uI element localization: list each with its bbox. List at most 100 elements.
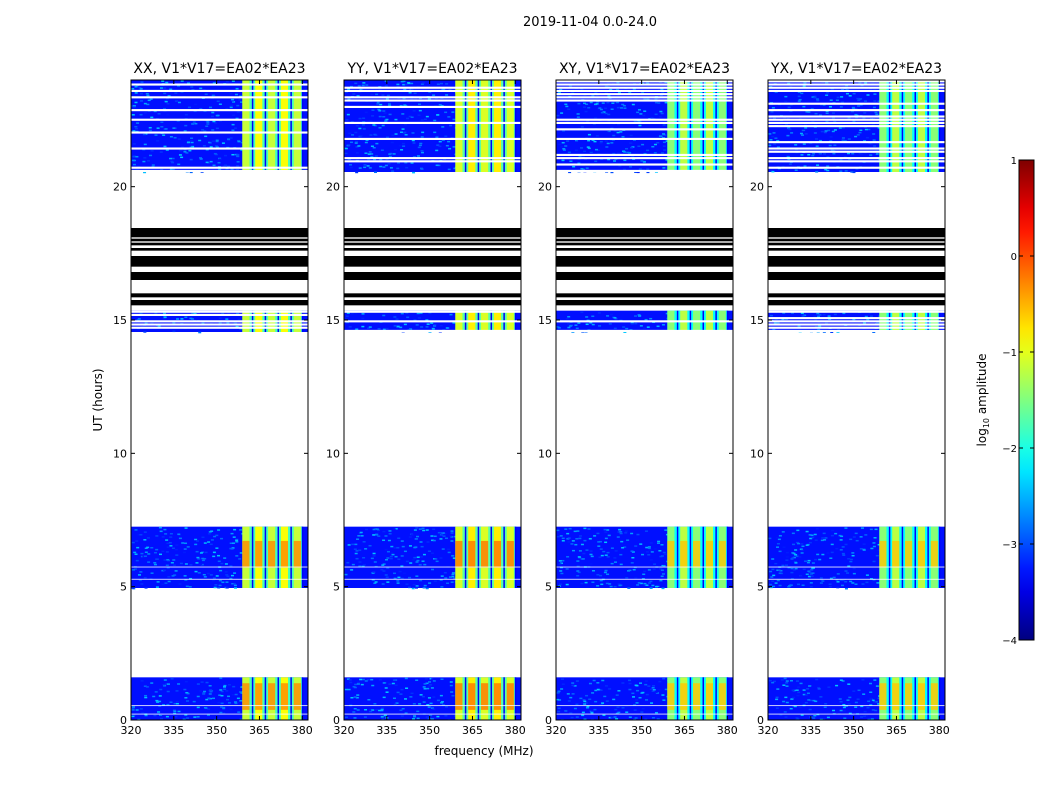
noise-pixel [856,134,860,136]
noise-pixel [193,312,197,315]
noise-pixel [212,120,216,123]
noise-pixel [372,534,376,536]
rfi-hotspot [680,683,688,710]
noise-pixel [450,540,454,542]
noise-pixel [647,546,651,548]
noise-pixel [237,139,241,142]
y-tick-label: 15 [326,314,340,327]
noise-pixel [209,146,213,148]
noise-pixel [165,715,169,718]
noise-pixel [786,156,790,158]
noise-pixel [817,686,821,689]
noise-pixel [173,712,177,715]
noise-pixel [828,583,832,586]
noise-pixel [433,580,437,582]
noise-pixel [844,543,848,546]
noise-pixel [575,703,579,706]
noise-pixel [568,85,572,87]
noise-pixel [640,692,644,694]
noise-pixel [846,699,850,701]
noise-pixel [369,120,373,122]
noise-pixel [422,701,426,703]
noise-pixel [657,102,661,104]
noise-pixel [363,716,367,718]
noise-pixel [607,534,611,537]
noise-pixel [344,146,348,149]
noise-pixel [195,550,199,553]
noise-pixel [350,696,354,699]
noise-pixel [185,692,189,694]
noise-pixel [137,718,141,720]
noise-pixel [818,558,822,561]
noise-pixel [585,694,589,697]
flagged-band [131,293,308,298]
noise-pixel [346,312,350,314]
noise-pixel [404,123,408,126]
noise-pixel [450,536,454,538]
noise-pixel [839,549,843,551]
noise-pixel [804,127,808,129]
noise-pixel [797,686,801,688]
noise-pixel [384,85,388,87]
noise-pixel [833,129,837,131]
noise-pixel [176,318,180,320]
noise-pixel [869,315,873,318]
noise-pixel [784,100,788,103]
noise-pixel [420,168,424,170]
noise-pixel [419,579,423,582]
noise-pixel [580,147,584,149]
noise-pixel [585,707,589,709]
noise-pixel [374,134,378,136]
channel-gap [301,80,304,172]
noise-pixel [447,140,451,143]
noise-pixel [375,93,379,96]
noise-pixel [613,716,617,718]
noise-pixel [661,587,665,590]
x-tick-label: 335 [163,724,184,737]
noise-pixel [432,539,436,542]
noise-pixel [558,560,562,562]
noise-pixel [625,147,629,150]
noise-pixel [623,546,627,548]
noise-pixel [653,143,657,146]
noise-pixel [662,677,666,680]
noise-pixel [643,110,647,112]
noise-pixel [371,109,375,111]
noise-pixel [645,699,649,701]
noise-pixel [802,129,806,131]
noise-pixel [417,146,421,149]
noise-pixel [649,542,653,544]
noise-pixel [183,688,187,691]
noise-pixel [636,111,640,114]
noise-pixel [872,139,876,141]
noise-pixel [809,699,813,702]
noise-pixel [596,101,600,103]
noise-pixel [588,682,592,685]
noise-pixel [158,526,162,529]
noise-pixel [450,581,454,583]
noise-pixel [820,104,824,106]
noise-pixel [600,583,604,586]
noise-pixel [447,551,451,554]
noise-pixel [660,575,664,578]
noise-pixel [219,569,223,572]
noise-pixel [222,686,226,688]
noise-pixel [234,127,238,129]
channel-gap [490,677,493,720]
noise-pixel [660,718,664,720]
noise-pixel [165,551,169,553]
noise-pixel [382,530,386,533]
channel-gap [702,80,705,172]
noise-pixel [613,557,617,559]
channel-gap [901,526,904,588]
noise-pixel [772,574,776,577]
noise-pixel [580,126,584,128]
noise-pixel [423,563,427,566]
noise-pixel [656,142,660,144]
noise-pixel [415,679,419,682]
channel-gap [464,526,467,588]
x-tick-label: 380 [929,724,950,737]
noise-pixel [347,544,351,546]
rfi-hotspot [667,683,675,710]
noise-pixel [206,714,210,716]
